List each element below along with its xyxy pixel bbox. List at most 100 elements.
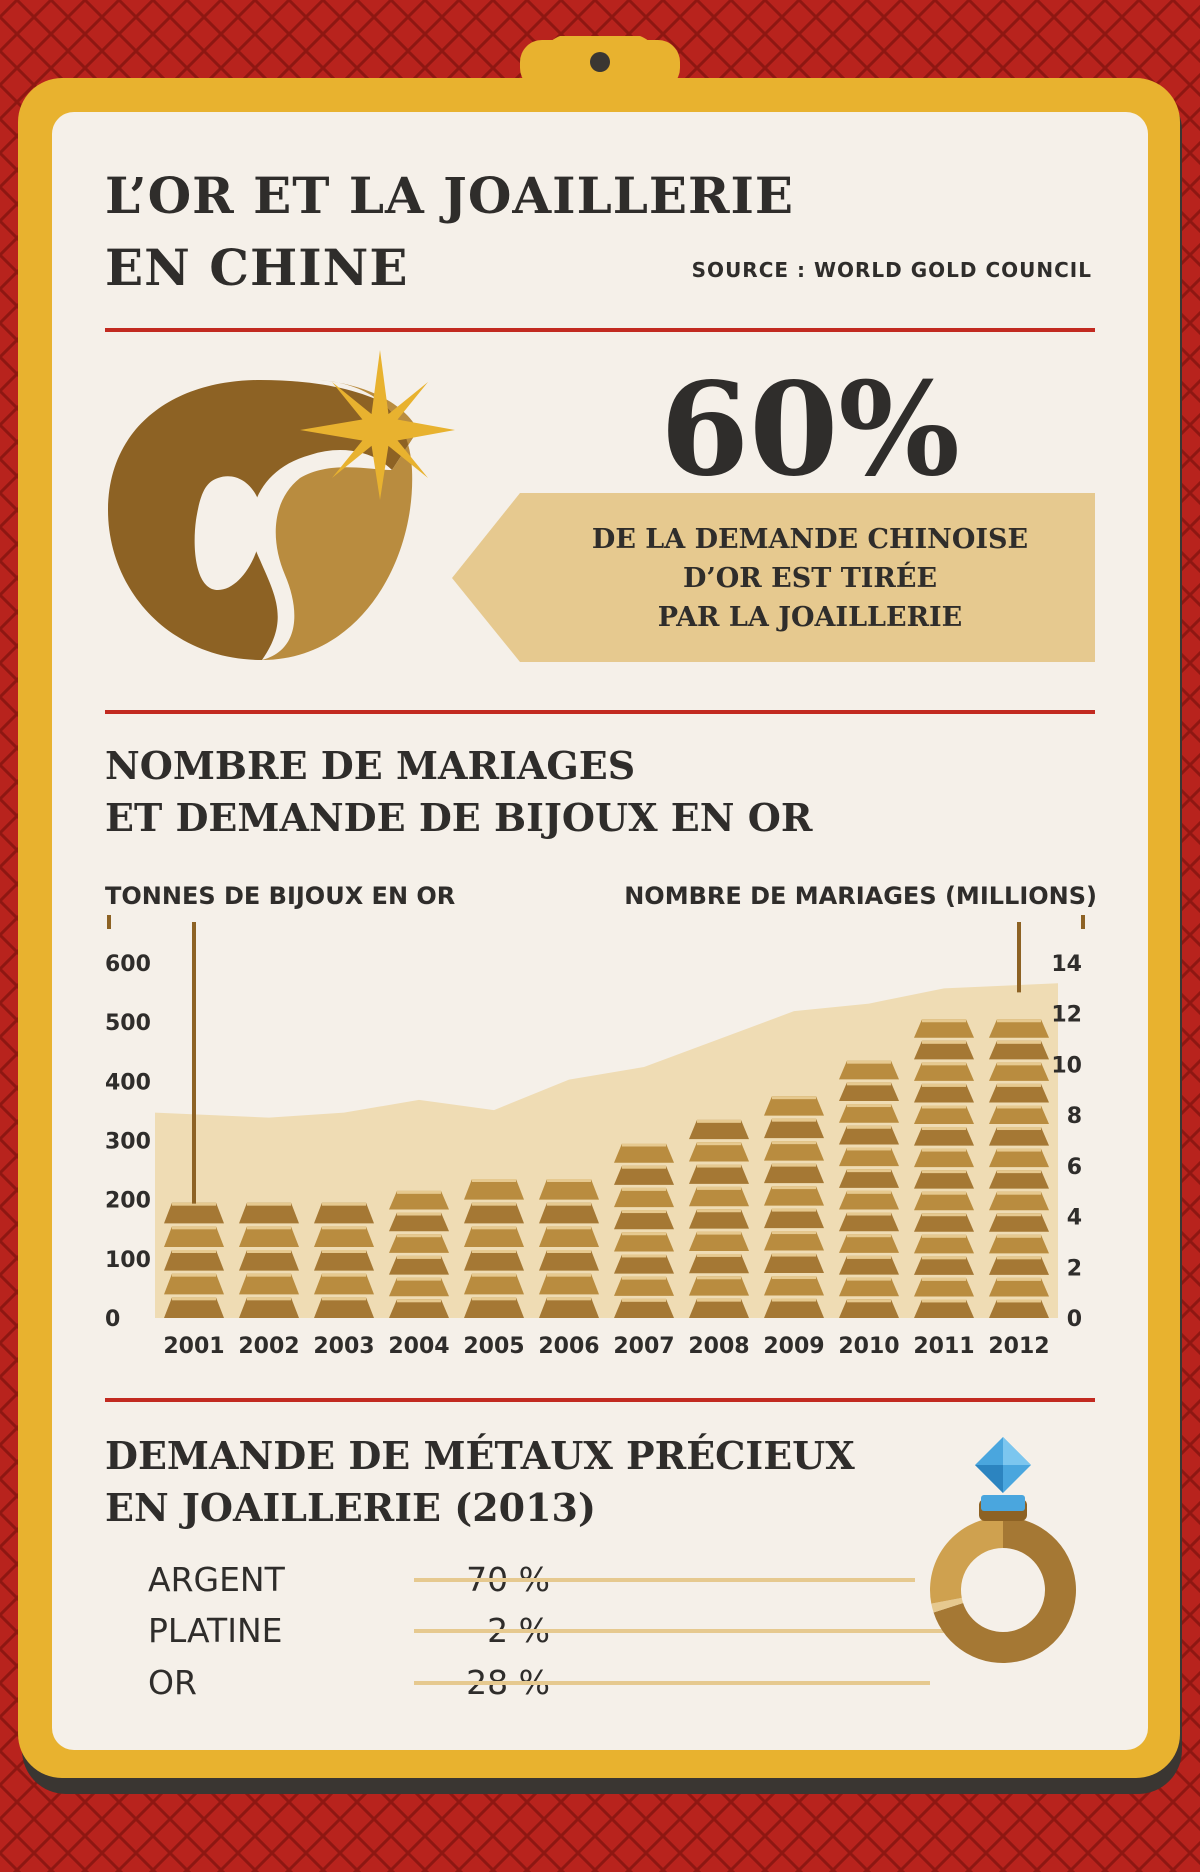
gold-bar-icon (389, 1190, 449, 1210)
gold-bar-icon (314, 1250, 374, 1271)
right-axis-tick: 2 (1067, 1256, 1082, 1281)
gold-bar-icon (764, 1118, 824, 1139)
gold-bar-highlight (997, 1083, 1041, 1087)
gold-bar-highlight (847, 1147, 891, 1151)
gold-bar-icon (989, 1105, 1049, 1125)
gold-bar-icon (914, 1277, 974, 1297)
gold-bar-highlight (322, 1273, 366, 1277)
gold-bar-highlight (697, 1119, 741, 1123)
gold-bar-stack (989, 1019, 1049, 1318)
gold-bar-highlight (997, 1234, 1041, 1238)
right-axis-tick: 6 (1067, 1155, 1082, 1180)
metals-title: DEMANDE DE MÉTAUX PRÉCIEUX EN JOAILLERIE… (105, 1433, 855, 1530)
gold-bar-icon (614, 1232, 674, 1252)
gold-bar-stack (464, 1179, 524, 1318)
gold-bar-icon (914, 1040, 974, 1060)
gold-bar-icon (989, 1019, 1049, 1038)
gold-bar-highlight (697, 1209, 741, 1213)
gold-bar-icon (464, 1179, 524, 1200)
gold-bar-highlight (397, 1190, 441, 1194)
gold-bar-icon (689, 1253, 749, 1274)
metal-name: OR (148, 1663, 197, 1702)
gold-bar-icon (539, 1273, 599, 1295)
stat-description: DE LA DEMANDE CHINOISE D’OR EST TIRÉE PA… (591, 524, 1029, 633)
gold-bar-highlight (997, 1170, 1041, 1174)
gold-bar-highlight (697, 1164, 741, 1168)
gold-bar-icon (164, 1297, 224, 1318)
hanging-hole (590, 52, 610, 72)
gold-bar-icon (689, 1164, 749, 1184)
left-axis-tick: 500 (105, 1011, 151, 1036)
gold-bar-highlight (772, 1298, 816, 1302)
gold-bar-stack (614, 1143, 674, 1318)
gold-bar-highlight (622, 1165, 666, 1169)
gold-bar-icon (164, 1202, 224, 1224)
gold-bar-icon (839, 1125, 899, 1145)
gold-bar-icon (464, 1273, 524, 1295)
gold-bar-highlight (772, 1208, 816, 1212)
gold-bar-highlight (922, 1062, 966, 1066)
gold-bar-icon (839, 1169, 899, 1188)
left-axis-tick: 600 (105, 952, 151, 977)
gold-bar-icon (914, 1083, 974, 1103)
gold-bar-icon (689, 1142, 749, 1162)
gold-bar-highlight (772, 1276, 816, 1280)
x-axis-tick: 2009 (763, 1334, 824, 1359)
gold-bar-highlight (997, 1148, 1041, 1152)
gold-bar-highlight (997, 1127, 1041, 1131)
gold-bar-icon (539, 1226, 599, 1247)
gold-bar-icon (239, 1202, 299, 1224)
gold-bar-icon (914, 1062, 974, 1081)
gold-bar-icon (164, 1273, 224, 1295)
gold-bar-icon (989, 1148, 1049, 1168)
gold-bar-highlight (622, 1210, 666, 1214)
right-axis-tick: 12 (1051, 1003, 1082, 1028)
gold-bar-highlight (247, 1273, 291, 1277)
x-axis-tick: 2011 (913, 1334, 974, 1359)
gold-bar-icon (314, 1226, 374, 1247)
gold-bar-icon (389, 1234, 449, 1253)
gold-bar-icon (989, 1256, 1049, 1275)
x-axis-tick: 2012 (988, 1334, 1049, 1359)
gold-bar-highlight (472, 1297, 516, 1301)
gold-bar-highlight (247, 1250, 291, 1253)
gold-bar-icon (689, 1119, 749, 1140)
gold-bar-highlight (922, 1148, 966, 1152)
gold-bar-highlight (397, 1255, 441, 1259)
gold-bar-icon (239, 1297, 299, 1318)
gold-bar-highlight (472, 1226, 516, 1230)
gold-bar-icon (914, 1256, 974, 1275)
gold-bar-icon (989, 1062, 1049, 1081)
gold-bar-icon (839, 1277, 899, 1297)
gold-bar-highlight (547, 1297, 591, 1301)
gold-bar-highlight (922, 1040, 966, 1044)
gold-bar-highlight (622, 1276, 666, 1280)
gold-bar-highlight (997, 1256, 1041, 1260)
gold-bar-icon (689, 1231, 749, 1251)
gold-bar-highlight (922, 1105, 966, 1109)
gold-bar-highlight (622, 1298, 666, 1302)
gold-bar-icon (764, 1163, 824, 1184)
gold-bar-highlight (547, 1226, 591, 1230)
gold-bar-highlight (547, 1250, 591, 1253)
gold-bar-icon (914, 1105, 974, 1125)
right-axis-tick: 4 (1067, 1206, 1082, 1231)
ring-segment (931, 1597, 964, 1613)
x-axis-tick: 2010 (838, 1334, 899, 1359)
gold-bar-highlight (397, 1212, 441, 1216)
x-axis-tick: 2003 (313, 1334, 374, 1359)
gold-bar-icon (989, 1127, 1049, 1146)
left-label-tick (107, 915, 111, 929)
gold-bar-highlight (922, 1191, 966, 1195)
gold-bar-highlight (322, 1297, 366, 1301)
gold-bar-highlight (397, 1299, 441, 1303)
gold-bar-icon (914, 1148, 974, 1168)
gold-bar-highlight (172, 1226, 216, 1230)
gold-bar-icon (989, 1040, 1049, 1060)
gold-bar-icon (989, 1083, 1049, 1103)
gold-bar-highlight (847, 1104, 891, 1108)
gold-bar-icon (539, 1179, 599, 1200)
gold-bar-icon (389, 1212, 449, 1232)
gold-bar-highlight (772, 1231, 816, 1235)
gold-bar-icon (764, 1253, 824, 1274)
